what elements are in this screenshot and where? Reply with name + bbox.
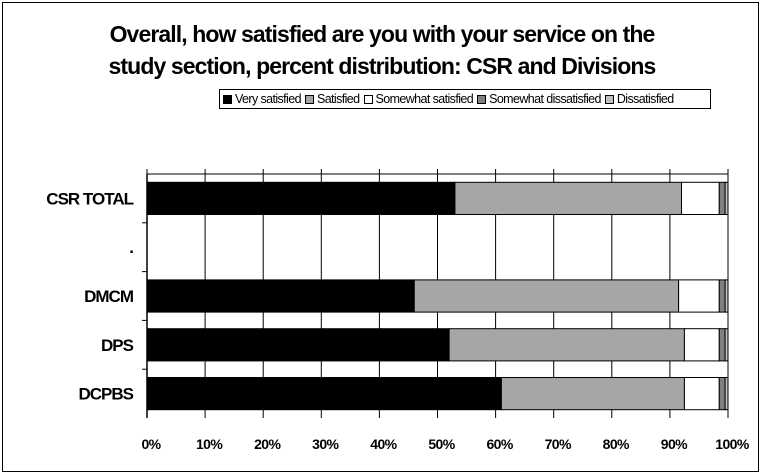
legend-item-4: Dissatisfied — [604, 92, 674, 106]
category-label-0: CSR TOTAL — [46, 189, 133, 208]
bar-3-series-4 — [724, 328, 729, 362]
category-label-2: DMCM — [84, 287, 134, 306]
x-tick-label-0: 0% — [141, 436, 161, 452]
legend-swatch-2 — [363, 94, 373, 104]
legend-label-1: Satisfied — [316, 92, 360, 106]
bar-3-series-0 — [146, 328, 450, 362]
bar-0-series-2 — [681, 181, 720, 216]
bar-3-series-1 — [448, 328, 685, 362]
legend-label-4: Dissatisfied — [616, 92, 674, 106]
bar-4-series-0 — [146, 376, 502, 411]
chart-title: Overall, how satisfied are you with your… — [0, 18, 764, 82]
bar-0-series-1 — [454, 181, 683, 216]
bar-2-series-0 — [146, 279, 415, 313]
chart-legend: Very satisfied Satisfied Somewhat satisfie… — [219, 89, 711, 109]
bar-4-series-4 — [724, 376, 729, 411]
x-tick-label-7: 70% — [545, 436, 572, 452]
bar-2-series-3 — [718, 279, 726, 313]
x-tick-label-1: 10% — [196, 436, 223, 452]
chart-title-line-2: study section, percent distribution: CSR… — [108, 53, 657, 79]
x-tick-label-4: 40% — [370, 436, 397, 452]
bar-4-series-1 — [500, 376, 685, 411]
legend-swatch-3 — [477, 94, 487, 104]
bar-0-series-4 — [724, 181, 729, 216]
x-tick-label-3: 30% — [312, 436, 339, 452]
legend-item-3: Somewhat dissatisfied — [477, 92, 601, 106]
legend-item-2: Somewhat satisfied — [363, 92, 474, 106]
x-tick-label-5: 50% — [428, 436, 455, 452]
bar-0-series-3 — [718, 181, 726, 216]
legend-swatch-4 — [604, 94, 614, 104]
legend-swatch-0 — [223, 94, 232, 104]
x-tick-label-6: 60% — [486, 436, 513, 452]
bar-2-series-1 — [413, 279, 680, 313]
chart-title-line-1: Overall, how satisfied are you with your… — [109, 21, 656, 47]
bar-4-series-3 — [718, 376, 726, 411]
legend-label-2: Somewhat satisfied — [375, 92, 474, 106]
category-label-4: DCPBS — [78, 385, 133, 404]
bar-3-series-2 — [683, 328, 720, 362]
chart-plot: CSR TOTAL. DMCM DPS DCPBS 0% 10% 20% 30% 40% 50% 6… — [46, 169, 750, 452]
x-tick-label-10: 100% — [715, 436, 750, 452]
x-tick-label-8: 80% — [603, 436, 630, 452]
x-tick-label-9: 90% — [661, 436, 688, 452]
legend-label-0: Very satisfied — [235, 92, 302, 106]
legend-item-0: Very satisfied — [223, 92, 302, 106]
legend-item-1: Satisfied — [304, 92, 360, 106]
bar-3-series-3 — [718, 328, 726, 362]
category-label-1: . — [129, 238, 133, 257]
category-label-3: DPS — [101, 336, 134, 355]
legend-label-3: Somewhat dissatisfied — [489, 92, 601, 106]
bar-0-series-0 — [146, 181, 456, 216]
x-tick-label-2: 20% — [254, 436, 281, 452]
bar-4-series-2 — [683, 376, 720, 411]
bar-2-series-2 — [678, 279, 720, 313]
legend-swatch-1 — [304, 94, 314, 104]
bar-2-series-4 — [724, 279, 729, 313]
